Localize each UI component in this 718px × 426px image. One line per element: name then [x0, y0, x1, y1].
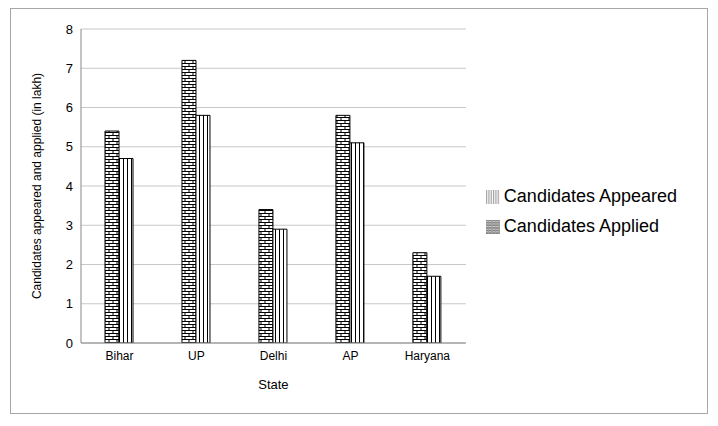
svg-text:3: 3	[66, 218, 73, 233]
svg-text:0: 0	[66, 336, 73, 351]
svg-text:1: 1	[66, 296, 73, 311]
svg-text:State: State	[258, 377, 288, 392]
svg-text:8: 8	[66, 22, 73, 37]
html-text:Candidates Applied: Candidates Applied	[503, 216, 659, 236]
svg-text:7: 7	[66, 61, 73, 76]
html-text:Candidates Appeared: Candidates Appeared	[503, 186, 677, 206]
svg-text:Haryana: Haryana	[405, 349, 451, 363]
svg-text:6: 6	[66, 100, 73, 115]
svg-text:Bihar: Bihar	[105, 349, 133, 363]
svg-text:AP: AP	[342, 349, 358, 363]
svg-text:Candidates appeared and applie: Candidates appeared and applied (in lakh…	[30, 73, 44, 299]
svg-text:4: 4	[66, 179, 73, 194]
svg-text:UP: UP	[188, 349, 205, 363]
svg-text:Delhi: Delhi	[260, 349, 287, 363]
svg-text:5: 5	[66, 139, 73, 154]
svg-text:2: 2	[66, 257, 73, 272]
